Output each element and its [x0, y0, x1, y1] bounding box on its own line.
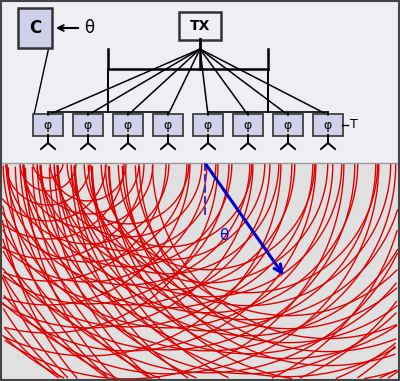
Text: T: T	[350, 118, 358, 131]
FancyBboxPatch shape	[233, 114, 263, 136]
Text: φ: φ	[204, 118, 212, 131]
FancyBboxPatch shape	[113, 114, 143, 136]
Text: φ: φ	[164, 118, 172, 131]
Text: C: C	[29, 19, 41, 37]
Text: φ: φ	[124, 118, 132, 131]
Polygon shape	[1, 1, 399, 163]
FancyBboxPatch shape	[153, 114, 183, 136]
Text: θ: θ	[84, 19, 94, 37]
Text: φ: φ	[284, 118, 292, 131]
FancyBboxPatch shape	[73, 114, 103, 136]
FancyBboxPatch shape	[33, 114, 63, 136]
FancyBboxPatch shape	[193, 114, 223, 136]
Polygon shape	[1, 163, 399, 380]
Text: TX: TX	[190, 19, 210, 33]
Text: θ: θ	[219, 228, 228, 243]
Text: φ: φ	[324, 118, 332, 131]
FancyBboxPatch shape	[18, 8, 52, 48]
Text: φ: φ	[244, 118, 252, 131]
FancyBboxPatch shape	[273, 114, 303, 136]
FancyBboxPatch shape	[179, 12, 221, 40]
Text: φ: φ	[84, 118, 92, 131]
Text: φ: φ	[44, 118, 52, 131]
FancyBboxPatch shape	[313, 114, 343, 136]
